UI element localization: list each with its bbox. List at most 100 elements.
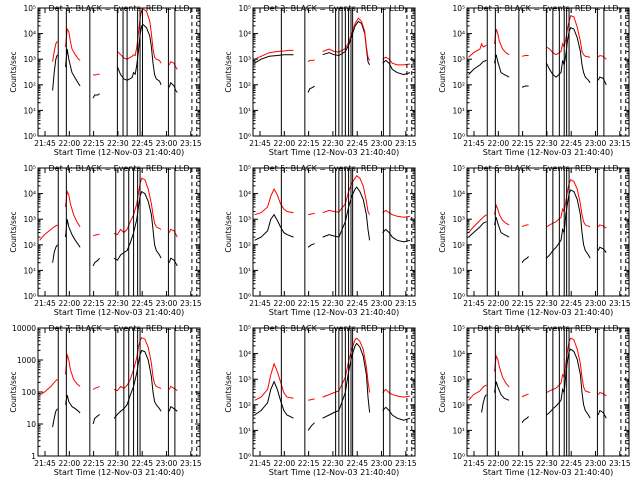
- lld-series-line: [382, 56, 411, 66]
- x-tick-label: 22:45: [346, 139, 368, 148]
- events-series-line: [322, 342, 371, 419]
- y-tick-label: 10²: [238, 401, 251, 410]
- events-series-line: [52, 408, 58, 428]
- lld-series-line: [546, 179, 591, 228]
- y-tick-label: 10³: [238, 375, 251, 384]
- x-tick-label: 22:30: [107, 459, 129, 468]
- y-tick-label: 10⁴: [238, 30, 251, 39]
- y-axis-label: Counts/sec: [224, 371, 233, 412]
- y-tick-label: 10³: [452, 55, 465, 64]
- x-tick-label: 22:45: [131, 299, 153, 308]
- lld-series-line: [65, 354, 81, 387]
- x-tick-label: 23:15: [609, 459, 631, 468]
- x-tick-label: 22:15: [83, 299, 105, 308]
- y-tick-label: 10¹: [238, 426, 251, 435]
- panel-title: Det 1: BLACK = Events, RED = LLD: [49, 4, 190, 13]
- events-series-line: [254, 213, 294, 241]
- events-series-line: [92, 93, 100, 99]
- panel-title: Det 4: BLACK = Events, RED = LLD: [49, 164, 190, 173]
- x-tick-label: 21:45: [34, 139, 56, 148]
- lld-series-line: [65, 27, 81, 61]
- x-tick-label: 23:00: [585, 459, 607, 468]
- x-tick-label: 22:15: [83, 139, 105, 148]
- lld-series-line: [168, 61, 178, 70]
- lld-series-line: [494, 28, 510, 56]
- events-series-line: [168, 405, 178, 412]
- y-tick-label: 10⁵: [238, 324, 251, 333]
- x-tick-label: 22:15: [298, 299, 320, 308]
- x-tick-label: 22:15: [512, 459, 534, 468]
- lld-series-line: [468, 384, 487, 401]
- events-series-line: [116, 24, 162, 85]
- x-tick-label: 22:15: [83, 459, 105, 468]
- lld-series-line: [92, 233, 100, 237]
- x-tick-label: 23:00: [585, 139, 607, 148]
- y-tick-label: 10⁵: [23, 164, 36, 173]
- x-tick-label: 21:45: [249, 299, 271, 308]
- x-tick-label: 23:00: [156, 299, 178, 308]
- x-axis-label: Start Time (12-Nov-03 21:40:40): [54, 468, 184, 477]
- y-tick-label: 10³: [23, 55, 36, 64]
- x-tick-label: 22:00: [59, 459, 81, 468]
- y-axis-label: Counts/sec: [224, 51, 233, 92]
- y-tick-label: 10⁴: [238, 190, 251, 199]
- events-series-line: [597, 409, 607, 419]
- plot-frame: [37, 7, 201, 137]
- y-tick-label: 10⁴: [238, 350, 251, 359]
- lld-series-line: [307, 212, 315, 216]
- x-axis-label: Start Time (12-Nov-03 21:40:40): [269, 308, 399, 317]
- y-tick-label: 10⁴: [452, 350, 465, 359]
- lld-series-line: [52, 41, 58, 62]
- x-tick-label: 22:00: [488, 139, 510, 148]
- y-tick-label: 10⁰: [238, 132, 251, 141]
- y-tick-label: 10⁵: [452, 164, 465, 173]
- x-tick-label: 22:45: [560, 299, 582, 308]
- x-tick-label: 22:00: [274, 139, 296, 148]
- x-tick-label: 22:30: [322, 139, 344, 148]
- y-tick-label: 10⁰: [238, 292, 251, 301]
- x-tick-label: 22:30: [536, 299, 558, 308]
- events-series-line: [521, 416, 529, 423]
- lld-series-line: [546, 15, 591, 58]
- lld-series-line: [307, 59, 315, 63]
- events-series-line: [494, 217, 510, 238]
- y-tick-label: 10⁰: [23, 292, 36, 301]
- panel-title: Det 5: BLACK = Events, RED = LLD: [264, 164, 405, 173]
- events-series-line: [494, 381, 510, 401]
- lld-series-line: [494, 354, 510, 388]
- lld-series-line: [322, 174, 371, 215]
- panel-title: Det 7: BLACK = Events, RED = LLD: [49, 324, 190, 333]
- y-tick-label: 10⁰: [238, 452, 251, 461]
- x-tick-label: 23:15: [180, 459, 202, 468]
- y-tick-label: 10¹: [23, 106, 36, 115]
- y-tick-label: 10⁵: [23, 4, 36, 13]
- plot-frame: [252, 327, 416, 457]
- panel-title: Det 9: BLACK = Events, RED = LLD: [478, 324, 619, 333]
- y-tick-label: 10¹: [452, 266, 465, 275]
- x-tick-label: 22:00: [59, 139, 81, 148]
- plot-frame: [252, 7, 416, 137]
- panel-title: Det 6: BLACK = Events, RED = LLD: [478, 164, 619, 173]
- y-tick-label: 10⁴: [452, 30, 465, 39]
- lld-series-line: [494, 203, 510, 226]
- x-tick-label: 22:00: [488, 299, 510, 308]
- plot-area: [254, 17, 411, 93]
- y-tick-label: 10⁰: [452, 452, 465, 461]
- y-tick-label: 10²: [452, 401, 465, 410]
- events-series-line: [521, 256, 529, 263]
- plot-area: [39, 336, 178, 428]
- lld-series-line: [113, 177, 162, 236]
- y-axis-label: Counts/sec: [438, 211, 447, 252]
- x-tick-label: 22:30: [107, 299, 129, 308]
- y-tick-label: 10³: [452, 215, 465, 224]
- events-series-line: [52, 54, 58, 91]
- lld-series-line: [546, 337, 591, 394]
- plot-area: [468, 337, 607, 423]
- x-axis-label: Start Time (12-Nov-03 21:40:40): [483, 148, 613, 157]
- events-series-line: [494, 54, 510, 78]
- x-tick-label: 23:15: [395, 459, 417, 468]
